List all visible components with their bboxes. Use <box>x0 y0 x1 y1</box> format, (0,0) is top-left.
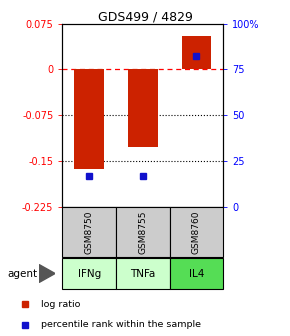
Text: GDS499 / 4829: GDS499 / 4829 <box>97 10 193 23</box>
Bar <box>128 69 157 148</box>
Text: GSM8760: GSM8760 <box>192 210 201 254</box>
Text: agent: agent <box>7 268 37 279</box>
Text: percentile rank within the sample: percentile rank within the sample <box>41 320 201 329</box>
Bar <box>182 36 211 69</box>
Bar <box>116 258 170 289</box>
Text: IL4: IL4 <box>189 268 204 279</box>
Polygon shape <box>39 264 55 283</box>
Text: log ratio: log ratio <box>41 300 81 309</box>
Bar <box>75 69 104 169</box>
Bar <box>116 207 170 257</box>
Bar <box>62 207 116 257</box>
Text: TNFa: TNFa <box>130 268 155 279</box>
Bar <box>170 258 223 289</box>
Bar <box>170 207 223 257</box>
Bar <box>62 258 116 289</box>
Text: IFNg: IFNg <box>77 268 101 279</box>
Text: GSM8755: GSM8755 <box>138 210 147 254</box>
Text: GSM8750: GSM8750 <box>85 210 94 254</box>
